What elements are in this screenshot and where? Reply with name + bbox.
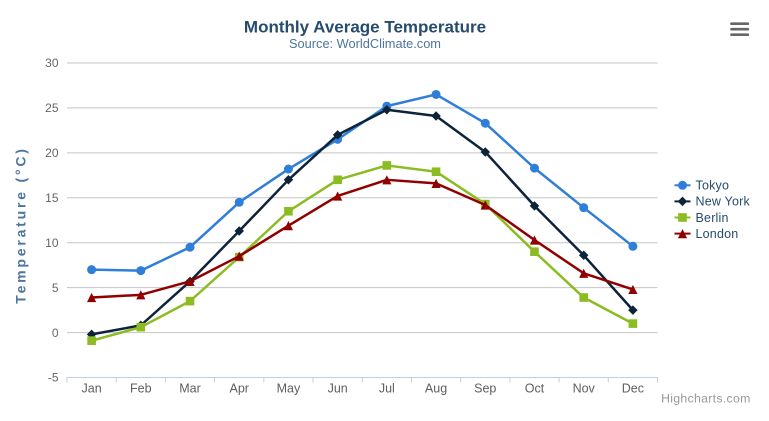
svg-text:20: 20 (45, 146, 59, 160)
svg-text:Jul: Jul (379, 381, 395, 395)
svg-text:30: 30 (45, 56, 59, 70)
svg-text:New York: New York (696, 195, 751, 209)
svg-text:0: 0 (52, 326, 59, 340)
svg-text:25: 25 (45, 101, 59, 115)
svg-text:Jan: Jan (82, 381, 102, 395)
svg-text:Berlin: Berlin (696, 211, 729, 225)
svg-text:May: May (277, 381, 301, 395)
svg-text:Tokyo: Tokyo (696, 179, 730, 193)
svg-text:15: 15 (45, 191, 59, 205)
svg-text:Jun: Jun (328, 381, 348, 395)
svg-text:Temperature (°C): Temperature (°C) (13, 146, 29, 304)
svg-text:Sep: Sep (474, 381, 496, 395)
svg-text:5: 5 (52, 281, 59, 295)
svg-text:Apr: Apr (230, 381, 249, 395)
svg-text:Mar: Mar (179, 381, 201, 395)
svg-text:London: London (696, 227, 739, 241)
svg-text:Monthly Average Temperature: Monthly Average Temperature (244, 18, 486, 37)
svg-text:Aug: Aug (425, 381, 447, 395)
svg-text:Highcharts.com: Highcharts.com (661, 391, 751, 405)
svg-text:Nov: Nov (573, 381, 596, 395)
svg-text:Feb: Feb (130, 381, 152, 395)
svg-text:Dec: Dec (622, 381, 644, 395)
svg-text:-5: -5 (48, 371, 59, 385)
svg-text:Oct: Oct (525, 381, 545, 395)
svg-text:10: 10 (45, 236, 59, 250)
svg-text:Source: WorldClimate.com: Source: WorldClimate.com (289, 36, 441, 51)
